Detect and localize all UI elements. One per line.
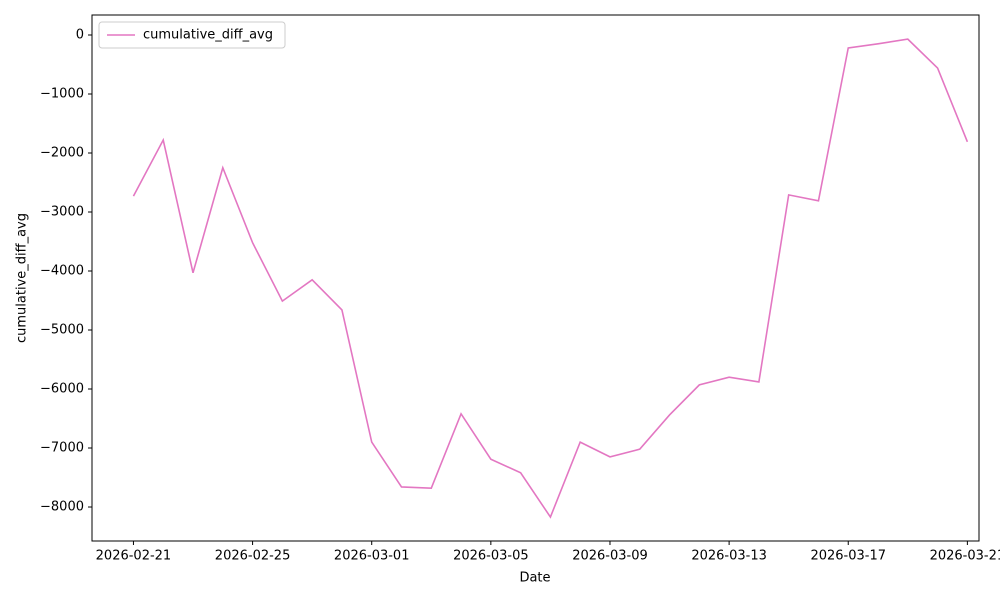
y-tick-label: −2000	[40, 146, 84, 161]
y-tick-label: −7000	[40, 441, 84, 456]
x-axis-label: Date	[519, 571, 550, 586]
line-series	[132, 38, 969, 519]
x-tick-label: 2026-02-21	[96, 549, 172, 564]
x-tick-label: 2026-03-21	[930, 549, 1000, 564]
y-tick-label: −5000	[40, 323, 84, 338]
y-tick-label: −1000	[40, 87, 84, 102]
y-tick-label: −6000	[40, 382, 84, 397]
x-tick-label: 2026-02-25	[215, 549, 291, 564]
x-tick-label: 2026-03-13	[691, 549, 767, 564]
y-tick-label: −8000	[40, 500, 84, 515]
x-tick-label: 2026-03-09	[572, 549, 648, 564]
y-axis-label: cumulative_diff_avg	[15, 213, 30, 343]
legend-label: cumulative_diff_avg	[143, 28, 273, 43]
y-tick-label: −3000	[40, 205, 84, 220]
y-tick-label: −4000	[40, 264, 84, 279]
axes-frame	[91, 14, 980, 542]
legend-box	[98, 21, 286, 49]
x-tick-label: 2026-03-05	[453, 549, 529, 564]
x-tick-label: 2026-03-01	[334, 549, 410, 564]
y-tick-label: 0	[76, 28, 84, 43]
x-tick-label: 2026-03-17	[810, 549, 886, 564]
